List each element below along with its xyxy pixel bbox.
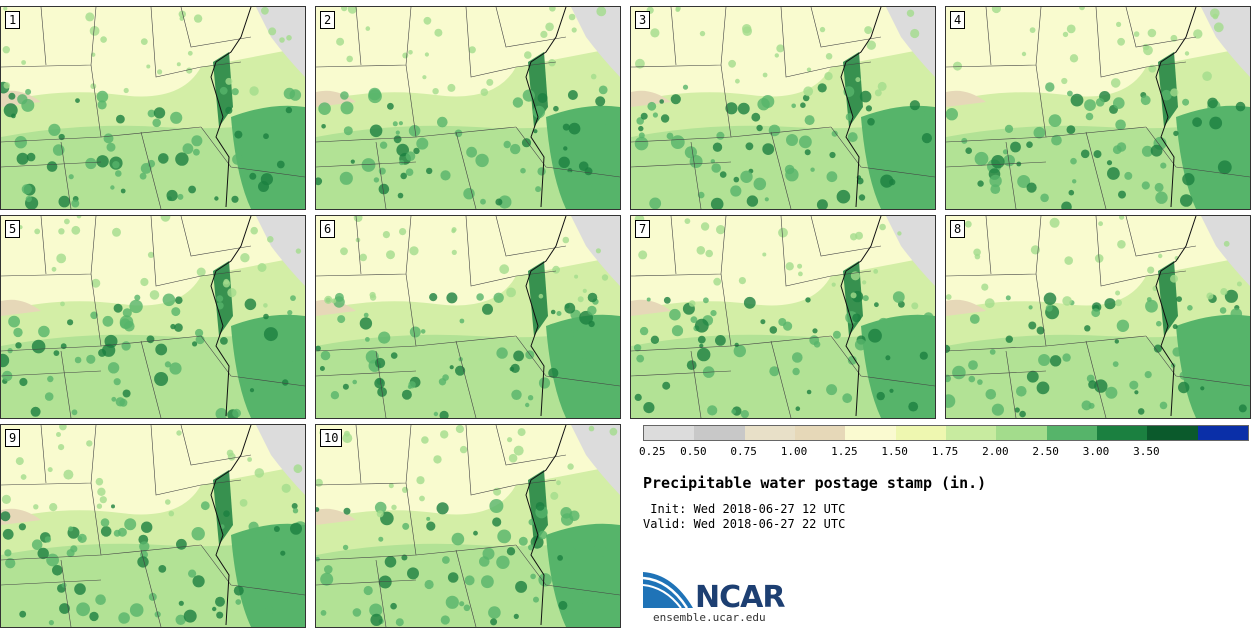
ncar-swoosh-icon	[642, 572, 693, 609]
stamp-map-3	[631, 7, 935, 209]
colorbar-bin	[996, 426, 1047, 440]
stamp-map-1	[1, 7, 305, 209]
stamp-member-label: 8	[950, 220, 966, 238]
stamp-map-4	[946, 7, 1250, 209]
colorbar-bin	[744, 426, 795, 440]
colorbar-tick-label: 3.50	[1133, 445, 1160, 458]
colorbar-tick-label: 2.50	[1032, 445, 1059, 458]
stamp-member-label: 5	[5, 220, 21, 238]
stamp-map-5	[1, 216, 305, 418]
colorbar-bin	[644, 426, 695, 440]
postage-stamp: 1	[0, 6, 306, 210]
colorbar-tick-label: 1.00	[780, 445, 808, 458]
logo-wordmark: NCAR	[695, 580, 785, 615]
colorbar-bin	[794, 426, 846, 440]
stamp-map-7	[631, 216, 935, 418]
stamp-member-label: 10	[320, 429, 343, 447]
colorbar-tick-label: 1.25	[831, 445, 858, 458]
colorbar-tick-labels: 0.25 0.50 0.75 1.00 1.25 1.50 1.75 2.00 2.50 3.00…	[639, 445, 1249, 461]
postage-stamp: 4	[945, 6, 1251, 210]
colorbar-bin	[1197, 426, 1248, 440]
stamp-member-label: 4	[950, 11, 966, 29]
colorbar-tick-label: 0.75	[730, 445, 757, 458]
colorbar-tick-label: 1.75	[931, 445, 959, 458]
colorbar-tick-label: 0.25	[639, 445, 666, 458]
stamp-member-label: 1	[5, 11, 21, 29]
colorbar-bin	[845, 426, 896, 440]
postage-stamp: 2	[315, 6, 621, 210]
postage-stamp: 3	[630, 6, 936, 210]
postage-stamp: 8	[945, 215, 1251, 419]
postage-stamp: 5	[0, 215, 306, 419]
colorbar	[643, 425, 1249, 441]
colorbar-bin	[1046, 426, 1097, 440]
stamp-member-label: 9	[5, 429, 21, 447]
valid-time: Valid: Wed 2018-06-27 22 UTC	[643, 517, 846, 531]
stamp-member-label: 3	[635, 11, 651, 29]
stamp-map-2	[316, 7, 620, 209]
stamp-map-6	[316, 216, 620, 418]
colorbar-tick-label: 1.50	[881, 445, 908, 458]
postage-stamp: 9	[0, 424, 306, 628]
stamp-map-9	[1, 425, 305, 627]
init-time: Init: Wed 2018-06-27 12 UTC	[643, 502, 846, 516]
stamp-map-10	[316, 425, 620, 627]
postage-stamp: 10	[315, 424, 621, 628]
colorbar-bin	[694, 426, 745, 440]
stamp-member-label: 2	[320, 11, 336, 29]
postage-stamp: 6	[315, 215, 621, 419]
colorbar-bin	[1096, 426, 1148, 440]
chart-title: Precipitable water postage stamp (in.)	[643, 474, 987, 492]
stamp-map-8	[946, 216, 1250, 418]
stamp-member-label: 6	[320, 220, 336, 238]
color-legend: 0.25 0.50 0.75 1.00 1.25 1.50 1.75 2.00 2.50 3.00…	[639, 425, 1249, 461]
colorbar-tick-label: 0.50	[680, 445, 707, 458]
colorbar-tick-label: 2.00	[982, 445, 1009, 458]
colorbar-bin	[945, 426, 997, 440]
stamp-member-label: 7	[635, 220, 651, 238]
time-info: Init: Wed 2018-06-27 12 UTC Valid: Wed 2…	[643, 502, 845, 532]
postage-stamp: 7	[630, 215, 936, 419]
colorbar-tick-label: 3.00	[1082, 445, 1110, 458]
logo-url: ensemble.ucar.edu	[653, 611, 766, 624]
colorbar-bin	[1147, 426, 1198, 440]
colorbar-bin	[895, 426, 946, 440]
ncar-logo: NCAR ensemble.ucar.edu	[642, 570, 785, 624]
